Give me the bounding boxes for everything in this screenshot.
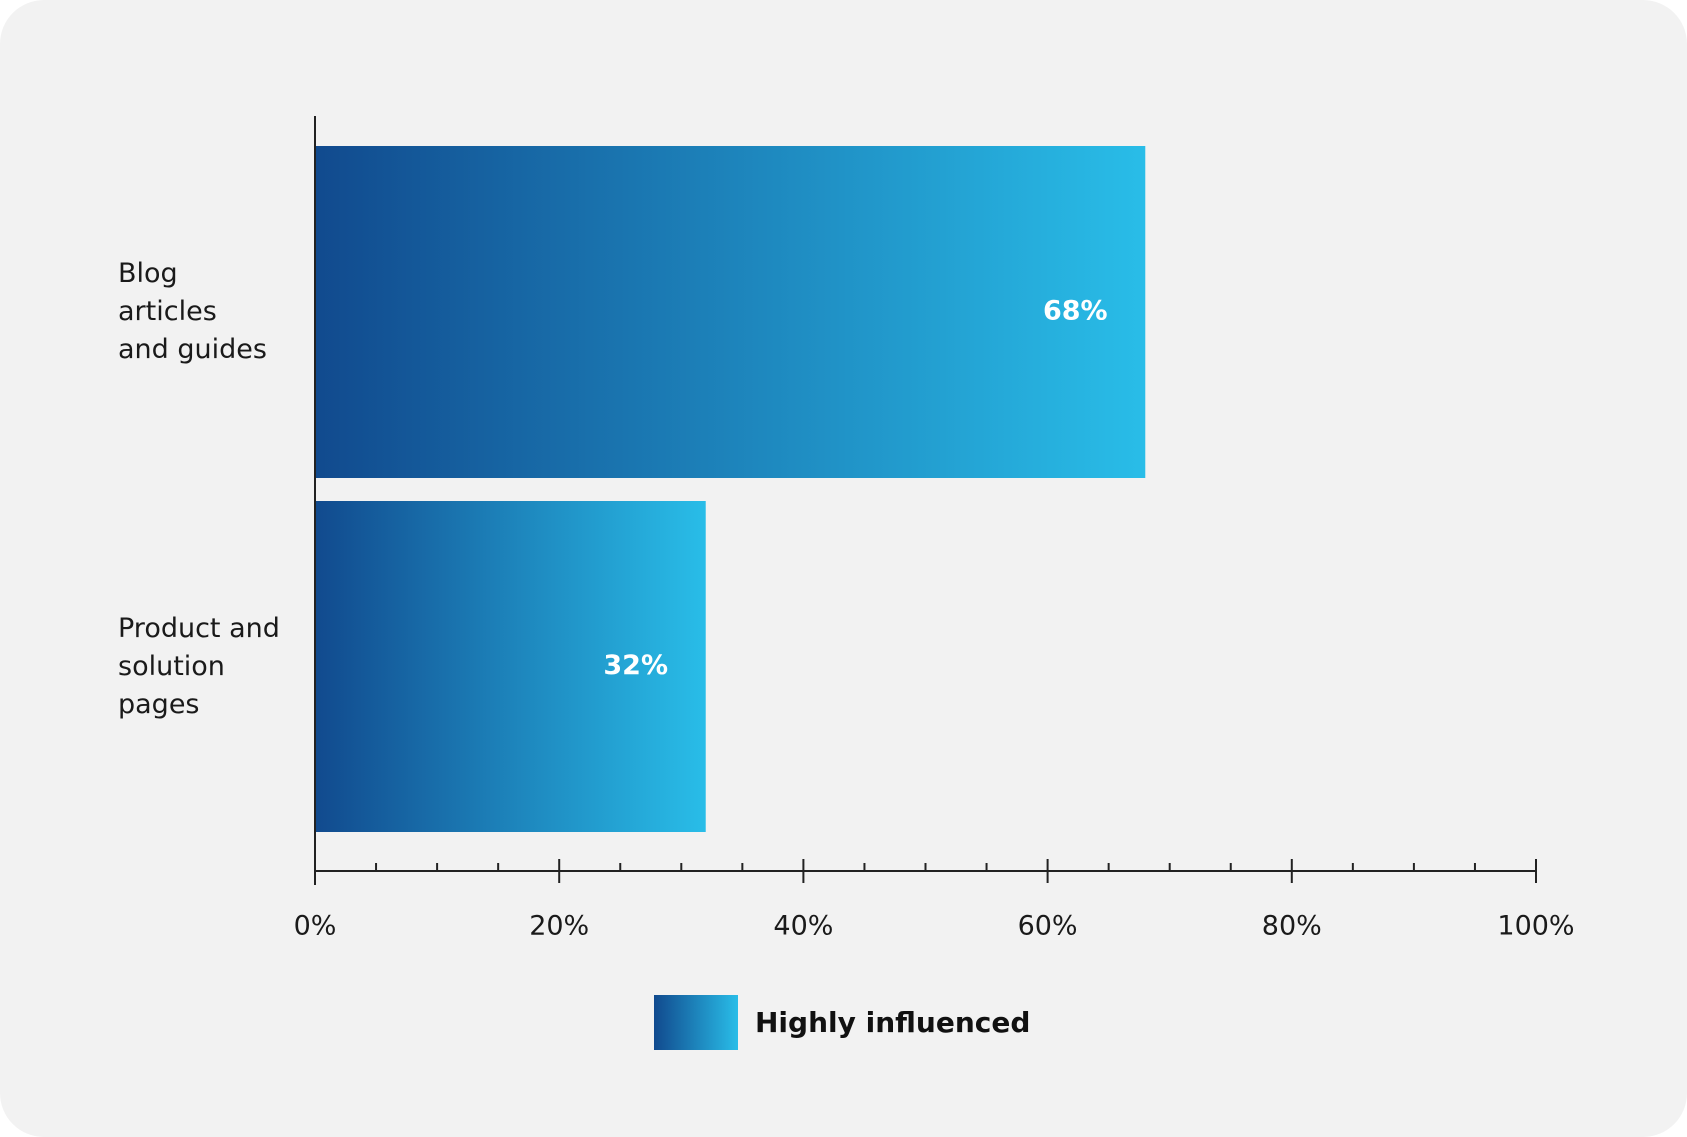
x-tick-label: 100% <box>1497 911 1574 942</box>
category-label: Product and solution pages <box>118 612 280 720</box>
bar <box>315 501 706 832</box>
category-label: Blog articles and guides <box>118 258 267 365</box>
x-tick-label: 20% <box>529 911 589 942</box>
value-label: 32% <box>603 650 668 681</box>
legend-swatch <box>654 995 738 1050</box>
x-tick-label: 60% <box>1018 911 1078 942</box>
x-tick-label: 80% <box>1262 911 1322 942</box>
x-tick-label: 0% <box>294 911 337 942</box>
x-tick-label: 40% <box>773 911 833 942</box>
bar <box>315 146 1146 478</box>
legend-label: Highly influenced <box>755 1006 1030 1039</box>
value-label: 68% <box>1043 296 1108 327</box>
